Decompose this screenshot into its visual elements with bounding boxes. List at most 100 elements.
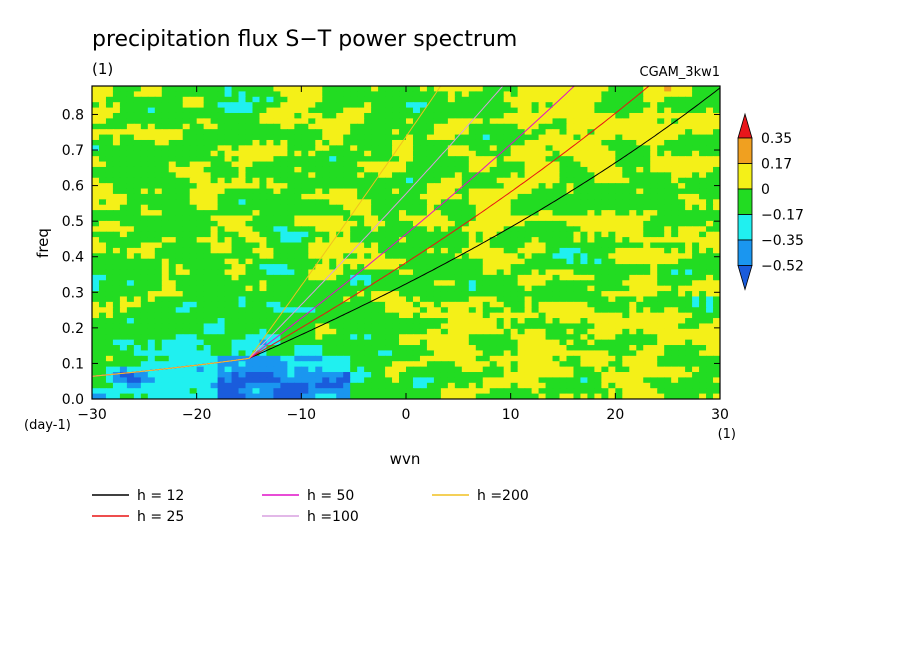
heatmap-cell [112,372,121,379]
heatmap-cell [182,247,191,254]
heatmap-cell [531,269,540,276]
heatmap-cell [650,377,658,384]
heatmap-cell [238,210,247,217]
heatmap-cell [629,264,637,271]
heatmap-cell [238,345,247,352]
heatmap-cell [678,215,686,222]
heatmap-cell [587,139,595,146]
heatmap-cell [622,307,630,314]
heatmap-cell [371,139,379,146]
heatmap-cell [461,291,470,298]
heatmap-cell [392,177,400,184]
heatmap-cell [517,274,526,281]
heatmap-cell [119,237,128,244]
heatmap-cell [419,339,428,346]
heatmap-cell [224,242,233,249]
heatmap-cell [119,334,128,341]
heatmap-cell [685,86,693,92]
heatmap-cell [392,183,400,190]
heatmap-cell [629,301,637,308]
heatmap-cell [105,345,114,352]
heatmap-cell [399,345,407,352]
heatmap-cell [399,134,407,141]
heatmap-cell [140,264,149,271]
heatmap-cell [371,231,379,238]
heatmap-cell [224,118,233,125]
heatmap-cell [531,220,540,227]
heatmap-cell [622,339,630,346]
heatmap-cell [594,242,602,249]
heatmap-cell [266,210,275,217]
heatmap-cell [357,183,365,190]
heatmap-cell [161,156,170,163]
heatmap-cell [440,156,449,163]
heatmap-cell [433,328,442,335]
heatmap-cell [92,156,100,163]
heatmap-cell [496,112,505,119]
heatmap-cell [154,307,163,314]
heatmap-cell [273,220,281,227]
heatmap-cell [252,231,261,238]
heatmap-cell [245,323,254,330]
heatmap-cell [182,183,191,190]
heatmap-cell [545,372,554,379]
heatmap-cell [168,285,177,292]
heatmap-cell [559,285,568,292]
heatmap-cell [329,215,337,222]
heatmap-cell [678,339,686,346]
heatmap-cell [189,345,198,352]
heatmap-cell [580,242,589,249]
heatmap-cell [713,264,720,271]
heatmap-cell [112,96,121,103]
heatmap-cell [175,86,184,92]
heatmap-cell [545,199,554,206]
heatmap-cell [385,258,393,265]
heatmap-cell [433,242,442,249]
heatmap-cell [224,339,233,346]
heatmap-cell [196,355,205,362]
heatmap-cell [412,350,421,357]
heatmap-cell [231,328,240,335]
heatmap-cell [622,226,630,233]
heatmap-cell [140,345,149,352]
heatmap-cell [385,296,393,303]
heatmap-cell [371,274,379,281]
heatmap-cell [336,339,344,346]
heatmap-cell [308,269,316,276]
heatmap-cell [426,150,435,157]
heatmap-cell [92,258,100,265]
heatmap-cell [140,102,149,109]
heatmap-cell [447,156,456,163]
heatmap-cell [685,188,693,195]
heatmap-cell [664,118,672,125]
heatmap-cell [580,296,589,303]
heatmap-cell [552,123,561,130]
heatmap-cell [378,242,386,249]
heatmap-cell [440,280,449,287]
heatmap-cell [433,291,442,298]
heatmap-cell [308,118,316,125]
heatmap-cell [126,361,135,368]
heatmap-cell [105,91,114,98]
heatmap-cell [364,345,372,352]
heatmap-cell [566,258,575,265]
heatmap-cell [357,96,365,103]
heatmap-cell [189,156,198,163]
heatmap-cell [608,334,616,341]
heatmap-cell [671,312,679,319]
heatmap-cell [678,156,686,163]
heatmap-cell [217,150,226,157]
heatmap-cell [692,242,700,249]
heatmap-cell [224,161,233,168]
heatmap-cell [336,253,344,260]
heatmap-cell [643,269,651,276]
heatmap-cell [573,350,582,357]
heatmap-cell [706,107,714,114]
heatmap-cell [105,193,114,200]
heatmap-cell [301,123,309,130]
heatmap-cell [643,210,651,217]
heatmap-cell [280,323,288,330]
heatmap-cell [594,96,602,103]
heatmap-cell [566,242,575,249]
heatmap-cell [406,91,414,98]
